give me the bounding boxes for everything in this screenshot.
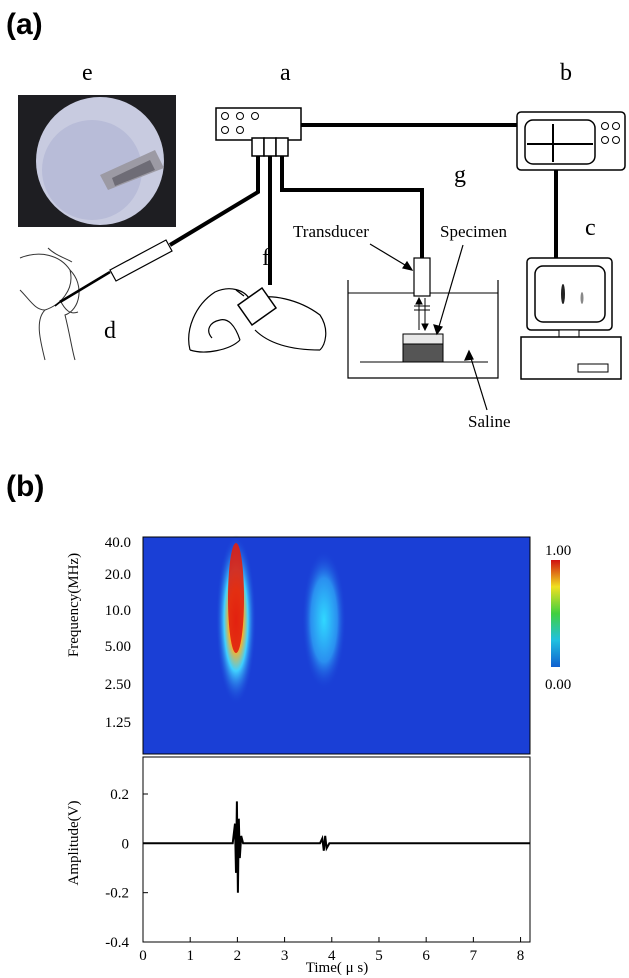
colorbar-max: 1.00 [545, 543, 571, 559]
transducer-label: Transducer [293, 222, 369, 241]
colorbar-min: 0.00 [545, 677, 571, 693]
spectrogram-ytick: 20.0 [105, 567, 131, 583]
hand-sketch [188, 288, 327, 353]
waveform-xlabel: Time( μ s) [306, 960, 369, 976]
computer [520, 257, 622, 380]
x-tick-label: 6 [422, 948, 430, 964]
colorbar [551, 560, 560, 667]
handheld-probe [236, 286, 278, 327]
panel-a-label: (a) [6, 8, 43, 41]
ultrasound-device [215, 107, 302, 157]
spectrogram-ytick: 5.00 [105, 639, 131, 655]
arthroscopic-probe [54, 239, 173, 307]
spectrogram-ytick: 1.25 [105, 715, 131, 731]
saline-label: Saline [468, 412, 511, 431]
waveform-series [143, 801, 530, 893]
label-g: g [454, 162, 466, 188]
echo-2-energy [302, 550, 346, 690]
x-tick-label: 8 [517, 948, 525, 964]
label-c: c [585, 215, 596, 241]
spectrogram-ytick: 10.0 [105, 603, 131, 619]
x-tick-label: 3 [281, 948, 289, 964]
transducer [413, 257, 431, 297]
y-tick-label: -0.2 [105, 886, 129, 902]
waveform-frame [142, 756, 531, 943]
label-e: e [82, 60, 93, 86]
x-tick-label: 7 [470, 948, 478, 964]
spectrogram-ytick: 2.50 [105, 677, 131, 693]
knee-sketch [19, 247, 80, 361]
y-tick-label: 0 [122, 836, 130, 852]
specimen [402, 333, 444, 363]
label-f: f [262, 245, 270, 271]
label-d: d [104, 318, 116, 344]
waveform-plot: 0 1 2 3 4 5 6 7 8 0.2 0 -0.2 -0.4 [105, 756, 531, 964]
ultrasound-beam-arrows [414, 296, 430, 332]
spectrogram-ytick: 40.0 [105, 535, 131, 551]
spectrogram [143, 535, 530, 754]
x-tick-label: 2 [234, 948, 242, 964]
specimen-label: Specimen [440, 222, 508, 241]
label-b: b [560, 60, 572, 86]
x-tick-label: 5 [375, 948, 383, 964]
y-tick-label: 0.2 [110, 787, 129, 803]
cable-to-transducer [280, 156, 424, 258]
x-tick-label: 4 [328, 948, 336, 964]
panel-b-label: (b) [6, 470, 45, 503]
cable-to-probe [168, 156, 260, 247]
y-tick-label: -0.4 [105, 935, 129, 951]
x-tick-label: 0 [139, 948, 147, 964]
annotation-arrows [369, 243, 488, 411]
label-a: a [280, 60, 291, 86]
waveform-ylabel: Amplitude(V) [66, 801, 82, 886]
spectrogram-ylabel: Frequency(MHz) [66, 553, 82, 657]
setup-diagram [18, 95, 626, 411]
x-tick-label: 1 [186, 948, 194, 964]
oscilloscope [516, 111, 626, 171]
